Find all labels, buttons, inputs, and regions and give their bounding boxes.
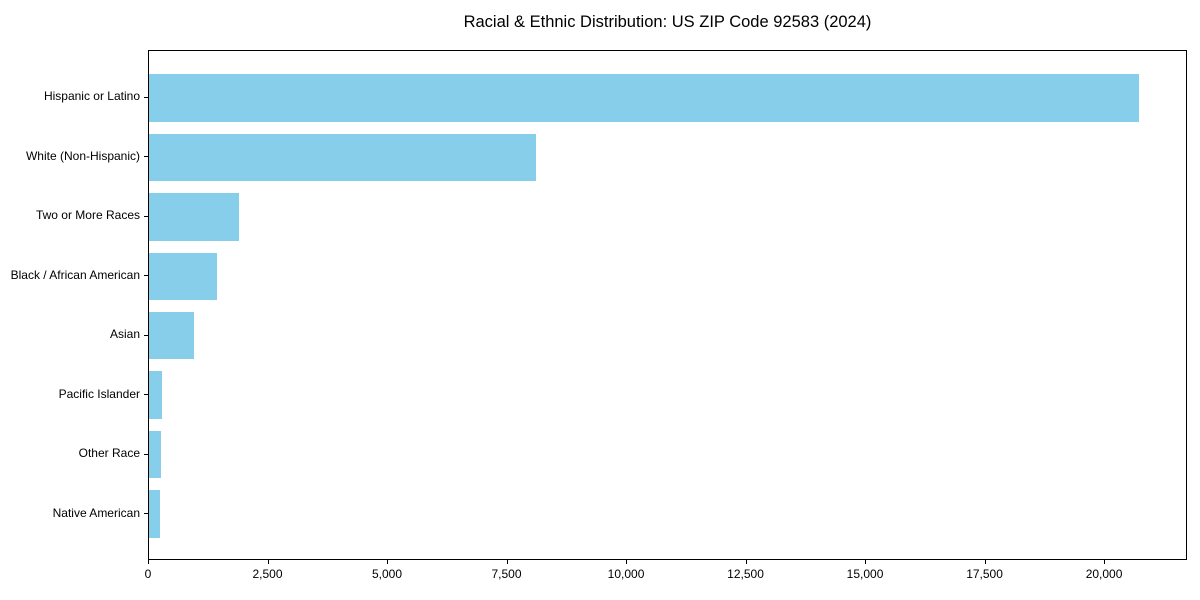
x-axis-tick xyxy=(1104,560,1106,564)
y-axis-tick xyxy=(144,275,148,277)
x-axis-tick-label: 7,500 xyxy=(491,567,522,581)
y-axis-tick xyxy=(144,453,148,455)
y-axis-label: Black / African American xyxy=(10,267,140,282)
bar-pacific-islander xyxy=(149,371,163,419)
bar-hispanic-or-latino xyxy=(149,74,1139,122)
y-axis-label: Pacific Islander xyxy=(58,386,140,401)
x-axis-tick xyxy=(984,560,986,564)
y-axis-label: Two or More Races xyxy=(35,208,140,223)
plot-area xyxy=(148,50,1187,560)
chart-title: Racial & Ethnic Distribution: US ZIP Cod… xyxy=(463,13,872,31)
x-axis-tick xyxy=(506,560,508,564)
bar-asian xyxy=(149,311,194,360)
y-axis-tick xyxy=(144,334,148,336)
x-axis-tick-label: 5,000 xyxy=(371,567,403,581)
y-axis-tick xyxy=(144,156,148,158)
y-axis-tick xyxy=(144,394,148,396)
bar-other-race xyxy=(149,430,161,479)
y-axis-tick xyxy=(144,96,148,98)
x-axis-tick-label: 10,000 xyxy=(607,567,645,581)
y-axis-label: Native American xyxy=(52,505,140,520)
bar-native-american xyxy=(149,490,160,538)
x-axis-tick xyxy=(387,560,388,564)
x-axis-tick xyxy=(745,560,747,564)
y-axis-tick xyxy=(144,513,148,515)
x-axis-tick-label: 15,000 xyxy=(846,567,884,581)
bar-two-or-more-races xyxy=(149,193,239,241)
x-axis-tick xyxy=(148,560,149,564)
x-axis-tick-label: 17,500 xyxy=(966,567,1003,581)
x-axis-tick-label: 20,000 xyxy=(1085,567,1123,581)
y-axis-label: Hispanic or Latino xyxy=(43,89,140,104)
y-axis-tick xyxy=(144,215,148,217)
x-axis-tick-label: 2,500 xyxy=(252,567,283,581)
y-axis-label: Other Race xyxy=(78,446,140,461)
x-axis-tick-label: 0 xyxy=(144,567,152,581)
bar-black-african-american xyxy=(149,252,217,301)
bar-white-non-hispanic xyxy=(149,133,537,182)
y-axis-label: White (Non-Hispanic) xyxy=(25,148,140,163)
x-axis-tick-label: 12,500 xyxy=(727,567,764,581)
x-axis-tick xyxy=(626,560,628,564)
x-axis-tick xyxy=(865,560,867,564)
x-axis-tick xyxy=(267,560,269,564)
y-axis-label: Asian xyxy=(109,327,140,342)
